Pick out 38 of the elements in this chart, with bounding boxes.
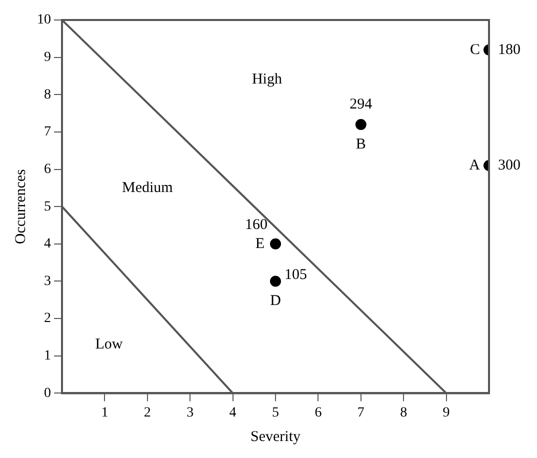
y-tick-label: 9: [44, 50, 51, 65]
y-axis-title: Occurrences: [12, 168, 29, 244]
annotation: 105: [284, 267, 307, 284]
y-tick-label: 7: [44, 124, 51, 140]
y-tick-label: 2: [44, 311, 51, 326]
annotation: 160: [245, 216, 268, 233]
x-tick-label: 9: [442, 405, 450, 420]
annotation: E: [255, 236, 264, 252]
y-tick-label: 10: [37, 12, 51, 28]
y-tick-label: 0: [44, 386, 51, 401]
annotation: A: [469, 157, 480, 174]
annotation: C: [470, 42, 480, 58]
y-tick-label: 8: [44, 87, 51, 102]
annotation: 294: [350, 96, 373, 112]
y-tick-label: 3: [44, 274, 51, 289]
x-axis-title: Severity: [250, 428, 301, 445]
x-tick-label: 8: [400, 405, 408, 420]
annotation: 180: [498, 42, 520, 58]
annotation: Low: [95, 336, 123, 353]
annotation: Medium: [122, 180, 174, 196]
y-tick-label: 5: [44, 199, 51, 214]
annotation: 300: [498, 157, 520, 174]
x-tick-label: 7: [357, 405, 364, 420]
annotation: D: [270, 293, 282, 310]
y-tick-label: 4: [44, 236, 51, 252]
y-tick-label: 6: [44, 162, 51, 177]
point: [355, 118, 366, 130]
x-tick-label: 1: [101, 405, 108, 420]
x-tick-label: 2: [144, 405, 151, 420]
x-tick-label: 3: [186, 405, 194, 420]
point: [270, 238, 281, 250]
x-tick-label: 5: [272, 405, 279, 420]
annotation: B: [356, 136, 366, 152]
x-tick-label: 6: [314, 405, 322, 420]
x-tick-label: 4: [229, 405, 236, 420]
y-tick-label: 1: [44, 348, 51, 364]
point: [270, 276, 281, 287]
annotation: High: [252, 72, 282, 88]
